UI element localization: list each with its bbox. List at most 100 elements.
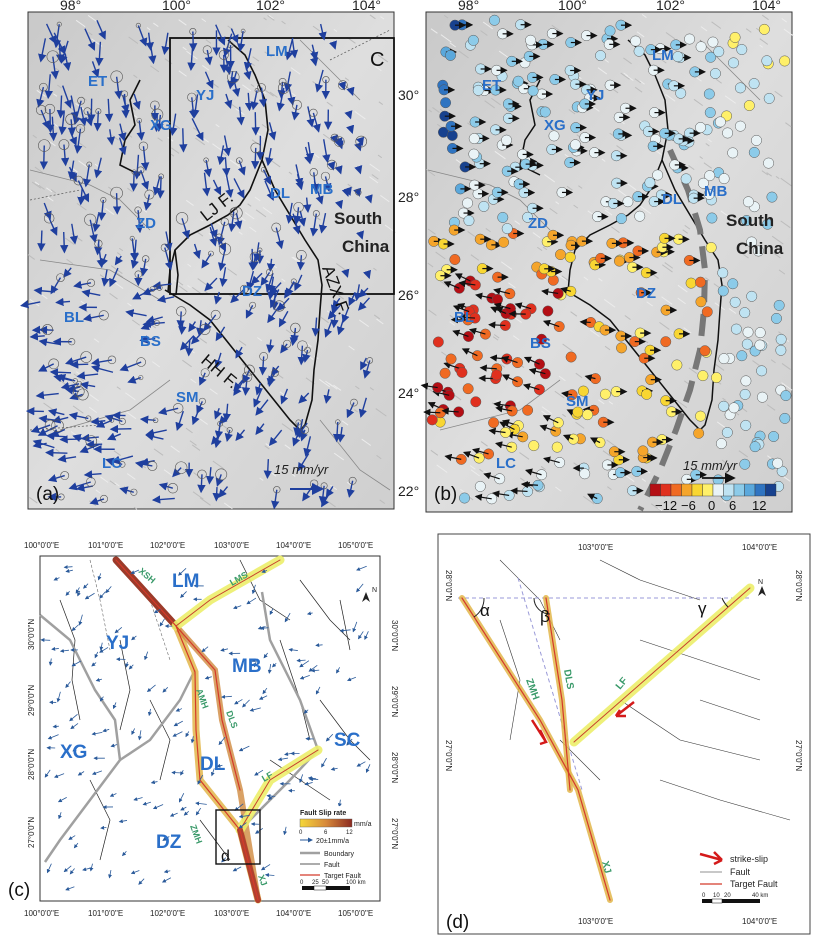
gps-station xyxy=(758,23,770,35)
gps-station xyxy=(467,34,479,46)
gps-arrow xyxy=(52,415,69,424)
velocity-arrow xyxy=(130,870,140,875)
error-ellipse xyxy=(58,139,70,150)
relief-stroke xyxy=(770,250,781,259)
gps-arrow xyxy=(324,320,333,338)
gps-station xyxy=(703,188,715,200)
gps-arrow xyxy=(357,297,371,311)
gps-arrow xyxy=(310,172,320,193)
gps-arrow xyxy=(119,486,135,495)
block-label-dl-b: DL xyxy=(662,191,682,208)
gps-station xyxy=(739,458,751,470)
relief-stroke xyxy=(432,107,440,113)
gps-arrow xyxy=(143,194,152,211)
gps-arrow xyxy=(310,44,319,61)
gps-arrow xyxy=(50,277,62,295)
velocity-arrow xyxy=(71,660,82,667)
error-ellipse xyxy=(239,284,249,294)
relief-stroke xyxy=(242,84,252,92)
relief-stroke xyxy=(114,482,120,487)
top-x-ticks: 98° 100° 102° 104° 98° 100° 102° 104° xyxy=(60,0,781,13)
relief-stroke xyxy=(369,14,376,20)
velocity-arrow xyxy=(185,731,190,738)
relief-stroke xyxy=(330,484,337,491)
relief-stroke xyxy=(715,193,721,198)
gps-arrow xyxy=(136,120,145,141)
relief-stroke xyxy=(217,221,223,226)
error-ellipse xyxy=(290,278,297,285)
relief-stroke xyxy=(549,207,558,215)
relief-stroke xyxy=(199,337,208,344)
gps-station xyxy=(714,116,726,128)
relief-stroke xyxy=(290,67,301,75)
gps-arrow xyxy=(223,54,233,75)
gps-arrow xyxy=(95,419,113,428)
gps-arrow xyxy=(55,297,71,307)
gps-arrow xyxy=(49,368,72,377)
gps-arrow xyxy=(235,346,244,359)
relief-stroke xyxy=(508,282,516,289)
error-ellipse xyxy=(38,139,51,152)
gps-arrow xyxy=(198,372,207,386)
relief-stroke xyxy=(259,477,264,481)
relief-stroke xyxy=(601,158,606,162)
velocity-arrow xyxy=(46,863,52,874)
velocity-arrow xyxy=(251,658,258,662)
gps-arrow xyxy=(230,28,239,44)
error-ellipse xyxy=(131,169,137,175)
velocity-arrow xyxy=(52,724,59,729)
block-label-sc-c: SC xyxy=(334,730,361,751)
legend-c-scale-25: 25 xyxy=(312,880,319,886)
block-label-yj-c: YJ xyxy=(106,633,129,654)
gps-arrow xyxy=(203,160,212,178)
error-ellipse xyxy=(73,385,85,398)
gps-arrow xyxy=(304,146,313,165)
velocity-arrow xyxy=(152,804,164,810)
error-ellipse xyxy=(85,477,96,487)
velocity-arrow xyxy=(53,576,60,581)
relief-stroke xyxy=(766,172,773,177)
gps-arrow xyxy=(244,92,254,112)
relief-stroke xyxy=(263,17,267,21)
relief-stroke xyxy=(291,92,297,97)
relief-stroke xyxy=(87,15,99,23)
relief-stroke xyxy=(257,337,263,342)
relief-stroke xyxy=(53,123,58,127)
block-label-lm-b: LM xyxy=(652,47,674,64)
gps-arrow xyxy=(212,179,222,196)
gps-arrow xyxy=(234,212,243,230)
gps-station xyxy=(721,427,733,438)
error-ellipse xyxy=(144,189,155,200)
colorbar-cell xyxy=(660,483,672,497)
gps-station xyxy=(680,173,692,185)
relief-stroke xyxy=(745,28,752,33)
relief-stroke xyxy=(470,254,480,261)
panel-b: ET YJ LM XG DL MB ZD DZ BL BS SM LC Sout… xyxy=(420,11,794,513)
c-x-bot-5: 105°0'0"E xyxy=(338,909,373,918)
relief-stroke xyxy=(153,448,164,456)
relief-stroke xyxy=(634,86,643,93)
gps-arrow xyxy=(209,227,218,247)
relief-stroke xyxy=(202,137,209,143)
error-ellipse xyxy=(136,117,142,124)
relief-stroke xyxy=(469,465,476,470)
gps-station xyxy=(548,130,560,142)
relief-stroke xyxy=(722,397,726,401)
slip-rate-ramp xyxy=(299,818,353,828)
y-tick-24: 24° xyxy=(398,385,419,401)
gps-arrow xyxy=(119,361,142,372)
relief-stroke xyxy=(624,474,635,483)
station-arrow xyxy=(522,383,540,391)
d-x-bot-1: 104°0'0"E xyxy=(742,917,777,926)
relief-stroke xyxy=(715,364,725,371)
gps-arrow xyxy=(334,137,343,147)
gps-arrow xyxy=(336,319,345,336)
gps-arrow xyxy=(130,239,140,262)
relief-stroke xyxy=(676,399,688,409)
gps-arrow xyxy=(106,129,116,146)
velocity-arrow xyxy=(267,795,273,800)
relief-stroke xyxy=(163,469,174,477)
error-ellipse xyxy=(118,417,126,425)
gps-arrow xyxy=(89,219,98,244)
gps-station xyxy=(551,441,563,453)
